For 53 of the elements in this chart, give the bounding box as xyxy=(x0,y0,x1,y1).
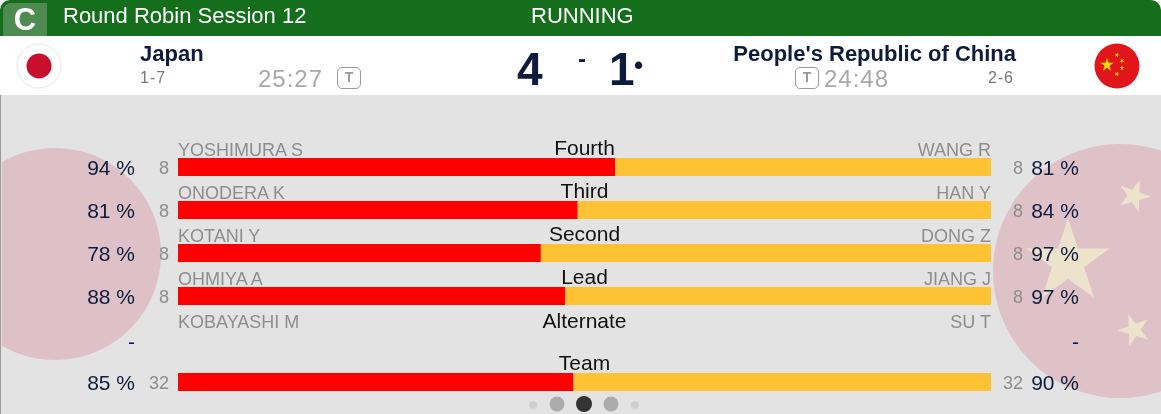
annotation: KOTANI Y xyxy=(178,226,261,246)
y-tick-label: Lead xyxy=(561,265,608,288)
annotation: 24:48 xyxy=(824,65,890,92)
text: 8 xyxy=(158,286,169,307)
data-label: 97 % xyxy=(1031,241,1079,265)
text: 8 xyxy=(1012,157,1023,178)
text: Alternate xyxy=(542,308,627,332)
y-tick-label: Second xyxy=(548,222,621,245)
text: Round Robin Session 12 xyxy=(63,3,307,28)
data-label: 94 % xyxy=(87,155,135,179)
data-label: 97 % xyxy=(1031,284,1079,308)
annotation: HAN Y xyxy=(936,183,991,203)
data-label: 81 % xyxy=(1031,155,1079,179)
annotation: WANG R xyxy=(917,140,991,160)
annotation: ONODERA K xyxy=(178,183,286,203)
text: 1-7 xyxy=(140,69,167,86)
annotation: KOBAYASHI M xyxy=(178,312,300,332)
text: - xyxy=(578,45,586,72)
annotation: DONG Z xyxy=(921,226,991,246)
text: People's Republic of China xyxy=(733,41,1016,66)
text: 32 xyxy=(148,372,169,393)
text: C xyxy=(3,2,47,37)
text: Japan xyxy=(140,41,204,66)
data-label: 78 % xyxy=(87,241,135,265)
data-label: 88 % xyxy=(87,284,135,308)
text: 8 xyxy=(1012,243,1023,264)
text: 8 xyxy=(158,200,169,221)
text: - xyxy=(128,329,135,353)
data-label: 84 % xyxy=(1031,198,1079,222)
text: 32 xyxy=(1002,372,1023,393)
text: 8 xyxy=(158,243,169,264)
text: - xyxy=(1072,329,1079,353)
annotation: YOSHIMURA S xyxy=(178,140,304,160)
text: • xyxy=(634,50,644,80)
annotation: T xyxy=(795,67,819,89)
text: 8 xyxy=(1012,286,1023,307)
text: 8 xyxy=(1012,200,1023,221)
data-label: 81 % xyxy=(87,198,135,222)
annotation: T xyxy=(337,67,361,89)
text: RUNNING xyxy=(531,3,634,28)
annotation: SU T xyxy=(950,312,991,332)
annotation: 2-6 xyxy=(987,69,1014,86)
text: 8 xyxy=(158,157,169,178)
annotation: OHMIYA A xyxy=(178,269,263,289)
annotation: 4 xyxy=(517,43,543,95)
data-label: 90 % xyxy=(1031,370,1079,394)
annotation: JIANG J xyxy=(923,269,991,289)
annotation: 25:27 xyxy=(258,65,324,92)
y-tick-label: Team xyxy=(558,351,611,374)
data-label: 85 % xyxy=(87,370,135,394)
y-tick-label: Third xyxy=(560,179,609,202)
annotation: 1 xyxy=(609,43,635,95)
y-tick-label: Fourth xyxy=(554,136,615,159)
